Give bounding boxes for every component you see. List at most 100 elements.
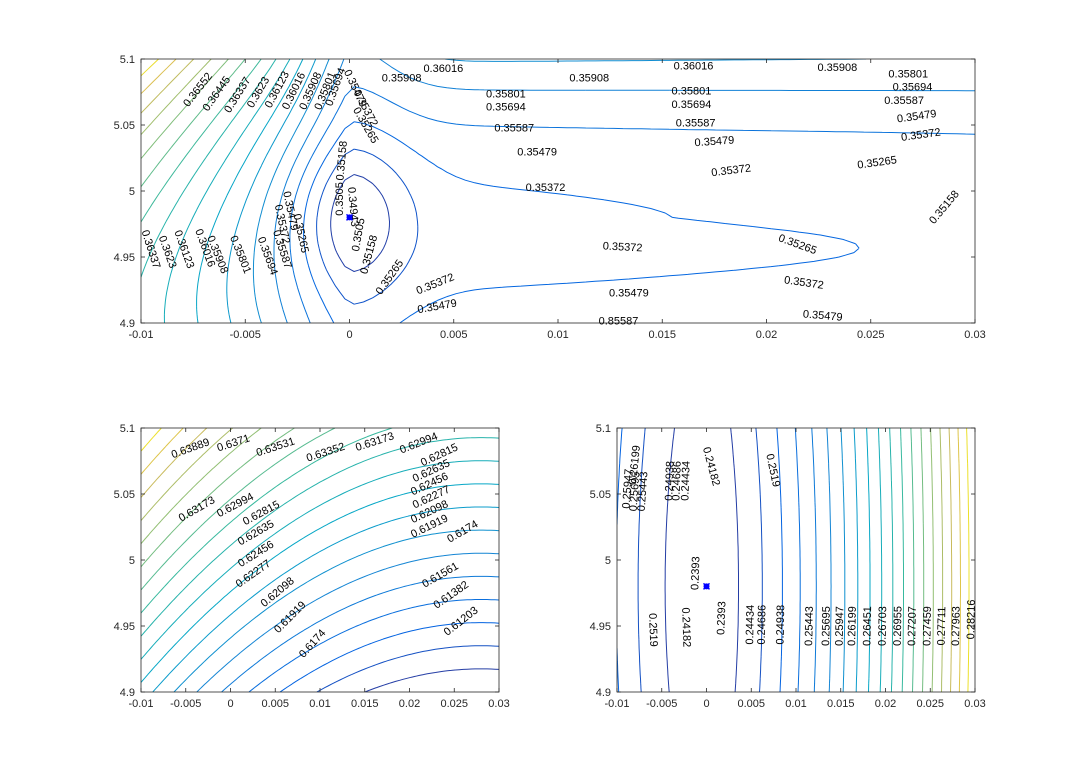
- contour-label: 0.85587: [599, 315, 639, 327]
- x-tick-label: 0.025: [857, 329, 885, 341]
- contour-label: 0.35479: [609, 288, 649, 300]
- contour-label: 0.35587: [676, 117, 716, 129]
- contour-line: [637, 428, 763, 692]
- x-tick-label: -0.005: [646, 698, 677, 710]
- contour-label: 0.26199: [627, 445, 643, 486]
- contour-lines: [617, 428, 970, 692]
- x-tick-label: 0.02: [875, 698, 896, 710]
- contour-label: 0.35908: [569, 72, 609, 84]
- contour-line: [866, 428, 871, 692]
- contour-line: [141, 59, 195, 114]
- contour-line: [141, 428, 336, 591]
- x-tick-label: 0.01: [547, 329, 568, 341]
- contour-line: [252, 59, 867, 323]
- y-tick-label: 4.9: [596, 687, 611, 699]
- contour-line: [141, 428, 262, 544]
- x-tick-label: 0.015: [351, 698, 379, 710]
- contour-line: [617, 428, 783, 692]
- plot-area: [617, 428, 975, 692]
- contour-label: 0.26451: [861, 606, 874, 646]
- contour-line: [811, 428, 817, 692]
- contour-line: [289, 86, 975, 323]
- contour-label: 0.35479: [694, 134, 735, 149]
- contour-line: [920, 428, 925, 692]
- contour-label: 0.35908: [818, 62, 858, 74]
- contour-label: 0.36016: [674, 61, 714, 73]
- contour-label: 0.35265: [857, 154, 898, 171]
- contour-label: 0.25695: [820, 606, 833, 646]
- contour-line: [364, 668, 499, 692]
- plots-layer: -0.01 -0.005 0 0.005 0.01 0.015 0.02 0.025 0.034…: [114, 54, 986, 710]
- x-tick-label: 0.015: [648, 329, 676, 341]
- contour-label: 0.25443: [636, 471, 651, 512]
- y-tick-label: 5.1: [120, 54, 135, 66]
- contour-label: 0.24182: [679, 607, 692, 647]
- contour-label: 0.35479: [517, 146, 557, 158]
- contour-label: 0.25695: [628, 471, 643, 512]
- x-tick-label: 0.01: [309, 698, 330, 710]
- contour-line: [141, 59, 177, 95]
- contour-label: 0.35372: [900, 127, 941, 144]
- contour-line: [141, 483, 499, 683]
- x-tick-label: -0.005: [230, 329, 261, 341]
- x-tick-label: 0.02: [399, 698, 420, 710]
- contour-line: [826, 428, 832, 692]
- contour-line: [141, 59, 229, 159]
- contour-line: [273, 59, 975, 323]
- contour-label: 0.35158: [334, 140, 349, 181]
- contour-line: [141, 59, 159, 77]
- contour-label: 0.25443: [803, 606, 816, 646]
- contour-line: [948, 428, 953, 692]
- bottom-right-contour: -0.01 -0.005 0 0.005 0.01 0.015 0.02 0.025 0.03 4…: [590, 423, 986, 710]
- contour-line: [930, 428, 934, 692]
- contour-label: 0.27963: [950, 606, 963, 646]
- contour-label: 0.3505: [334, 182, 346, 216]
- plot-area: [141, 428, 499, 692]
- x-tick-label: 0.005: [261, 698, 289, 710]
- contour-line: [226, 59, 317, 323]
- x-tick-label: -0.01: [604, 698, 629, 710]
- contour-line: [889, 428, 894, 692]
- contour-line: [141, 428, 295, 568]
- contour-label: 0.35908: [382, 72, 422, 84]
- contour-label: 0.27459: [921, 606, 934, 646]
- contour-line: [966, 428, 970, 692]
- contour-label: 0.35587: [884, 95, 924, 107]
- bottom-left-contour: -0.01 -0.005 0 0.005 0.01 0.015 0.02 0.025 0.03 4…: [114, 423, 510, 710]
- contour-label: 0.26703: [877, 606, 890, 646]
- y-tick-label: 4.9: [120, 318, 135, 330]
- contour-line: [141, 460, 499, 660]
- contour-line: [173, 529, 499, 692]
- contour-line: [316, 148, 419, 305]
- contour-line: [900, 428, 904, 692]
- contour-label: 0.35694: [486, 102, 526, 114]
- x-tick-label: 0.015: [827, 698, 855, 710]
- contour-line: [141, 428, 208, 498]
- contour-label: 0.26199: [846, 606, 859, 646]
- x-tick-label: 0: [227, 698, 233, 710]
- contour-line: [141, 428, 184, 475]
- contour-label: 0.35801: [672, 86, 712, 98]
- contour-line: [316, 645, 499, 692]
- y-tick-label: 5: [129, 555, 135, 567]
- contour-label: 0.35587: [494, 123, 534, 135]
- y-tick-label: 5.1: [596, 423, 611, 435]
- contour-line: [910, 428, 915, 692]
- contour-line: [840, 428, 846, 692]
- contour-line: [141, 437, 499, 637]
- y-tick-label: 4.95: [114, 252, 135, 264]
- contour-label: 0.24434: [744, 605, 757, 645]
- contour-line: [141, 59, 277, 278]
- x-tick-label: 0.005: [737, 698, 765, 710]
- contour-line: [196, 552, 499, 692]
- contour-label: 0.28216: [965, 599, 978, 639]
- y-tick-label: 4.95: [114, 621, 135, 633]
- y-tick-label: 5.1: [120, 423, 135, 435]
- contour-label: 0.35479: [802, 308, 843, 323]
- contour-label: 0.24686: [756, 605, 769, 645]
- contour-line: [957, 428, 961, 692]
- contour-label: 0.24938: [663, 461, 676, 501]
- x-tick-label: 0.03: [964, 698, 985, 710]
